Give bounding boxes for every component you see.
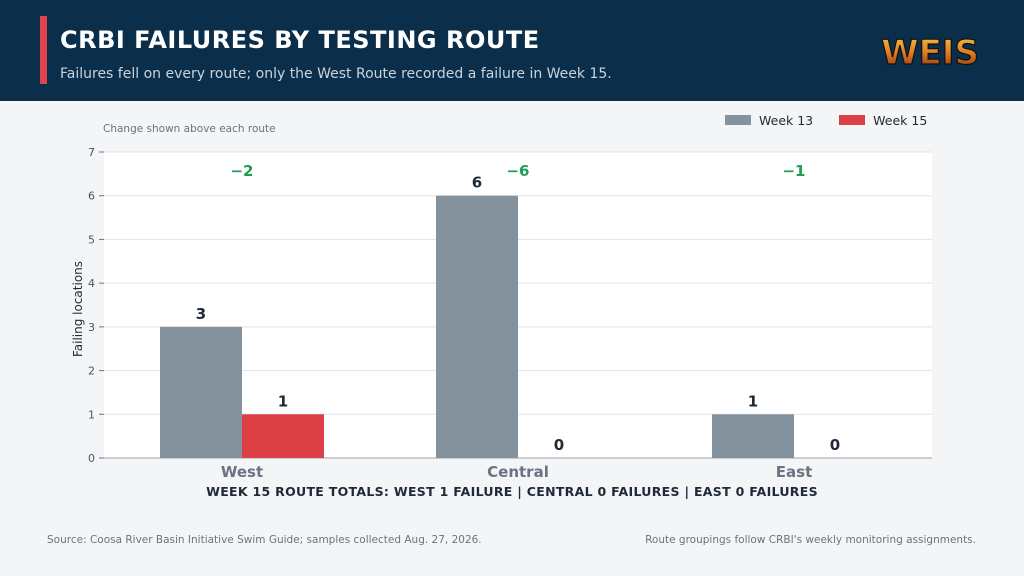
page-subtitle: Failures fell on every route; only the W… — [60, 66, 612, 82]
y-tick-label: 0 — [88, 452, 95, 465]
change-label-central: −6 — [506, 162, 529, 180]
bar-west-week13 — [160, 326, 242, 458]
y-tick-label: 7 — [88, 146, 95, 159]
y-tick-label: 1 — [88, 408, 95, 421]
y-tick-label: 3 — [88, 321, 95, 334]
legend-swatch-week15 — [839, 115, 866, 125]
data-label: 0 — [830, 436, 840, 454]
header-banner: CRBI FAILURES BY TESTING ROUTE Failures … — [0, 0, 1024, 101]
data-label: 6 — [472, 174, 482, 192]
legend: Week 13 Week 15 — [725, 112, 927, 128]
bar-west-week15 — [242, 414, 324, 458]
y-tick-label: 5 — [88, 233, 95, 246]
x-tick-label: West — [221, 463, 263, 481]
page-title: CRBI FAILURES BY TESTING ROUTE — [60, 26, 540, 54]
bar-central-week13 — [436, 195, 518, 458]
source-note: Source: Coosa River Basin Initiative Swi… — [47, 534, 482, 546]
weis-logo: WEIS — [880, 32, 979, 72]
y-tick-label: 2 — [88, 365, 95, 378]
data-label: 1 — [278, 392, 288, 410]
y-axis-label: Failing locations — [71, 261, 85, 357]
x-tick-label: East — [776, 463, 812, 481]
week15-totals: WEEK 15 ROUTE TOTALS: WEST 1 FAILURE | C… — [206, 484, 818, 499]
change-label-west: −2 — [230, 162, 253, 180]
legend-item-week15: Week 15 — [839, 113, 927, 128]
change-label-east: −1 — [782, 162, 805, 180]
x-tick-label: Central — [487, 463, 549, 481]
chart-note: Change shown above each route — [103, 123, 276, 135]
data-label: 1 — [748, 392, 758, 410]
data-label: 3 — [196, 305, 206, 323]
logo-lettering: WEIS — [881, 33, 979, 72]
accent-bar — [40, 16, 47, 84]
grouping-note: Route groupings follow CRBI's weekly mon… — [645, 534, 976, 546]
legend-label-week15: Week 15 — [873, 112, 928, 128]
data-label: 0 — [554, 436, 564, 454]
bar-east-week13 — [712, 414, 794, 458]
legend-label-week13: Week 13 — [759, 112, 814, 128]
y-tick-label: 6 — [88, 190, 95, 203]
y-tick-label: 4 — [88, 277, 95, 290]
legend-item-week13: Week 13 — [725, 113, 813, 128]
legend-swatch-week13 — [725, 115, 751, 125]
